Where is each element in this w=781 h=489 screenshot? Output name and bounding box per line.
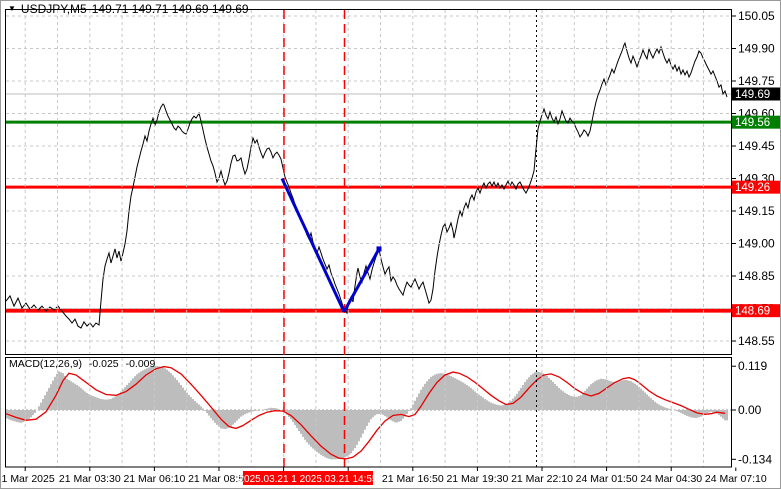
time-axis-label: 21 Mar 06:10 [123, 473, 185, 485]
price-axis-label: 149.00 [738, 237, 775, 251]
price-axis-label: 149.75 [738, 74, 775, 88]
time-axis-label: 24 Mar 07:10 [705, 473, 767, 485]
trendlines[interactable] [280, 177, 382, 313]
price-panel[interactable] [5, 9, 732, 355]
macd-main-value: -0.025 [88, 358, 119, 370]
time-axis-label: 21 Mar 19:30 [446, 473, 508, 485]
macd-panel[interactable] [5, 357, 732, 468]
time-axis-label: 24 Mar 01:50 [576, 473, 638, 485]
price-tag-148.69 [732, 304, 780, 318]
macd-signal-line [5, 365, 726, 460]
macd-name: MACD(12,26,9) [9, 358, 82, 370]
time-axis-label: 21 Mar 03:30 [59, 473, 121, 485]
price-tag-text: 148.69 [735, 306, 770, 318]
price-axis-label: 150.05 [738, 9, 775, 23]
price-tag-text: 149.26 [735, 182, 770, 194]
price-tag-149.26 [732, 180, 780, 194]
time-axis[interactable]: 21 Mar 2025 21 Mar 03:30 21 Mar 06:10 21 Ma… [1, 467, 767, 486]
macd-axis-label: 0.119 [738, 359, 767, 373]
price-plot-area[interactable] [5, 9, 732, 355]
trendline-up[interactable] [342, 248, 381, 313]
price-tag-text: 149.69 [735, 89, 770, 101]
ohlc-values: 149.71 149.71 149.69 149.69 [91, 2, 249, 16]
trendline-down[interactable] [280, 177, 346, 313]
price-axis-label: 148.85 [738, 269, 775, 283]
macd-histogram [6, 365, 728, 460]
time-axis-label: 21 Mar 16:50 [382, 473, 444, 485]
trendline-up-handle[interactable] [376, 246, 382, 252]
macd-axis-label: 0.00 [738, 403, 762, 417]
macd-indicator-label: MACD(12,26,9) -0.025 -0.009 [9, 358, 159, 370]
price-axis-label: 149.45 [738, 139, 775, 153]
time-axis-label: 21 Mar 2025 [1, 473, 55, 485]
time-highlight-box [243, 471, 373, 485]
price-axis-label: 148.55 [738, 334, 775, 348]
chart-title: ▼ USDJPY,M5 149.71 149.71 149.69 149.69 [8, 2, 249, 16]
macd-axis-label: -0.134 [738, 452, 772, 466]
price-axis[interactable]: 150.05149.90149.75149.60149.45149.30149.… [731, 9, 781, 466]
price-tag-text: 149.56 [735, 117, 770, 129]
price-tag-149.69 [732, 87, 780, 101]
price-tag-149.56 [732, 115, 780, 129]
price-axis-label: 149.15 [738, 204, 775, 218]
macd-signal-value: -0.009 [125, 358, 156, 370]
time-axis-label: 21 Mar 22:10 [511, 473, 573, 485]
time-axis-label: 24 Mar 04:30 [640, 473, 702, 485]
symbol-dropdown-icon[interactable]: ▼ [8, 4, 16, 13]
price-axis-label: 149.90 [738, 42, 775, 56]
time-highlight-text: 2025.03.21 1 2025.03.21 14:55 [238, 474, 377, 485]
symbol-period-label: USDJPY,M5 [20, 2, 87, 16]
price-series-line [5, 41, 728, 329]
time-axis-label: 21 Mar 08:50 [188, 473, 250, 485]
